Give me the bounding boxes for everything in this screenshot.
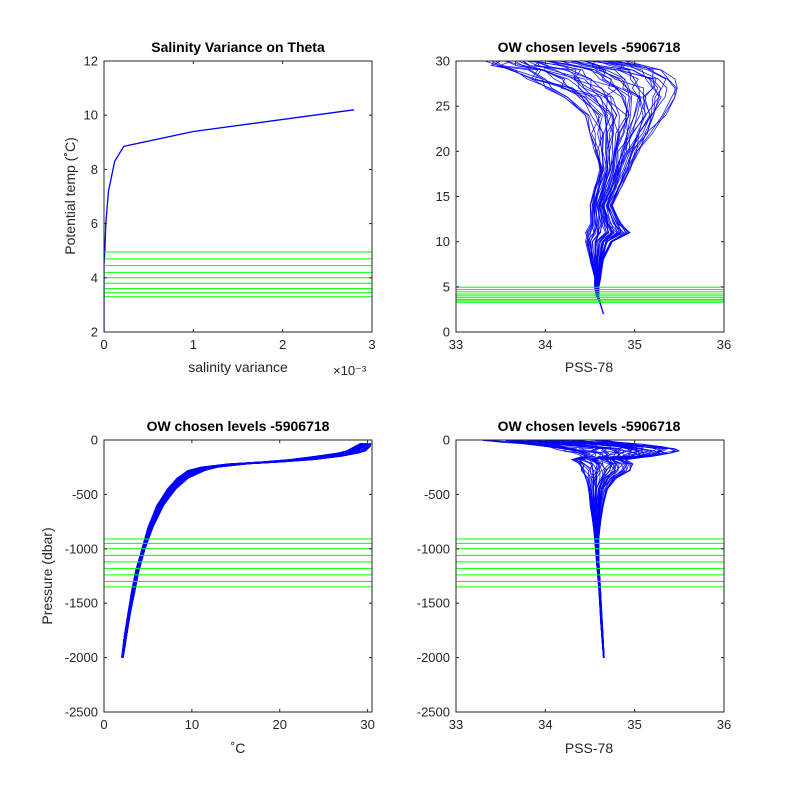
plot-area bbox=[456, 440, 724, 658]
y-tick-label: 0 bbox=[443, 433, 450, 448]
y-tick-label: 10 bbox=[84, 108, 98, 123]
panel-4-title: OW chosen levels -5906718 bbox=[498, 418, 681, 434]
y-tick-label: 25 bbox=[436, 99, 450, 114]
x-tick-label: 3 bbox=[368, 337, 375, 352]
x-tick-label: 10 bbox=[185, 717, 199, 732]
panel-2-xlabel: PSS-78 bbox=[565, 359, 613, 375]
y-tick-label: 20 bbox=[436, 144, 450, 159]
panel-1-x-exponent: ×10⁻³ bbox=[333, 363, 367, 378]
panel-1-xlabel: salinity variance bbox=[188, 359, 288, 375]
y-tick-label: 30 bbox=[436, 54, 450, 69]
y-tick-label: 15 bbox=[436, 189, 450, 204]
plot-area bbox=[104, 442, 372, 658]
y-tick-label: 5 bbox=[443, 279, 450, 294]
x-tick-label: 1 bbox=[190, 337, 197, 352]
plot-area bbox=[456, 61, 724, 315]
y-tick-label: 4 bbox=[91, 270, 98, 285]
x-tick-label: 20 bbox=[273, 717, 287, 732]
series-line-0 bbox=[104, 109, 355, 332]
x-tick-label: 0 bbox=[100, 717, 107, 732]
y-tick-label: 12 bbox=[84, 54, 98, 69]
profile-line bbox=[122, 443, 372, 658]
panel-3-xlabel: ˚C bbox=[231, 740, 246, 756]
y-tick-label: 0 bbox=[443, 325, 450, 340]
panel-temperature-pressure: OW chosen levels -5906718 ˚C Pressure (d… bbox=[39, 418, 375, 756]
y-tick-label: 6 bbox=[91, 216, 98, 231]
panel-1-ylabel: Potential temp (˚C) bbox=[62, 137, 78, 254]
x-tick-label: 33 bbox=[449, 337, 463, 352]
y-tick-label: 8 bbox=[91, 162, 98, 177]
y-tick-label: -2000 bbox=[65, 650, 98, 665]
y-tick-label: -1000 bbox=[417, 541, 450, 556]
x-tick-label: 34 bbox=[538, 717, 552, 732]
y-tick-label: 0 bbox=[91, 433, 98, 448]
panel-salinity-variance: Salinity Variance on Theta salinity vari… bbox=[62, 39, 376, 378]
y-tick-label: -1500 bbox=[417, 596, 450, 611]
y-tick-label: -2500 bbox=[417, 705, 450, 720]
y-tick-label: 2 bbox=[91, 325, 98, 340]
panel-1-title: Salinity Variance on Theta bbox=[151, 39, 325, 55]
x-tick-label: 36 bbox=[717, 717, 731, 732]
panel-4-xlabel: PSS-78 bbox=[565, 740, 613, 756]
y-tick-label: -500 bbox=[72, 487, 98, 502]
panel-2-title: OW chosen levels -5906718 bbox=[498, 39, 681, 55]
x-tick-label: 35 bbox=[627, 337, 641, 352]
x-tick-label: 34 bbox=[538, 337, 552, 352]
axes-box bbox=[103, 439, 373, 713]
plot-area bbox=[104, 109, 372, 332]
panel-salinity-theta: OW chosen levels -5906718 PSS-78 33 34 35 3… bbox=[436, 39, 732, 375]
y-tick-label: -2500 bbox=[65, 705, 98, 720]
y-tick-label: -1500 bbox=[65, 596, 98, 611]
y-tick-label: 10 bbox=[436, 234, 450, 249]
x-tick-label: 2 bbox=[279, 337, 286, 352]
axes-box bbox=[103, 60, 373, 333]
x-tick-label: 33 bbox=[449, 717, 463, 732]
y-tick-label: -2000 bbox=[417, 650, 450, 665]
x-tick-label: 36 bbox=[717, 337, 731, 352]
y-tick-label: -500 bbox=[424, 487, 450, 502]
x-tick-label: 35 bbox=[627, 717, 641, 732]
profile-line bbox=[598, 440, 681, 658]
x-tick-label: 0 bbox=[100, 337, 107, 352]
y-tick-label: -1000 bbox=[65, 541, 98, 556]
panel-3-ylabel: Pressure (dbar) bbox=[39, 527, 55, 624]
axes-box bbox=[455, 439, 725, 713]
profile-line bbox=[598, 61, 678, 315]
panel-3-title: OW chosen levels -5906718 bbox=[147, 418, 330, 434]
x-tick-label: 30 bbox=[360, 717, 374, 732]
panel-salinity-pressure: OW chosen levels -5906718 PSS-78 33 34 35 3… bbox=[417, 418, 731, 756]
